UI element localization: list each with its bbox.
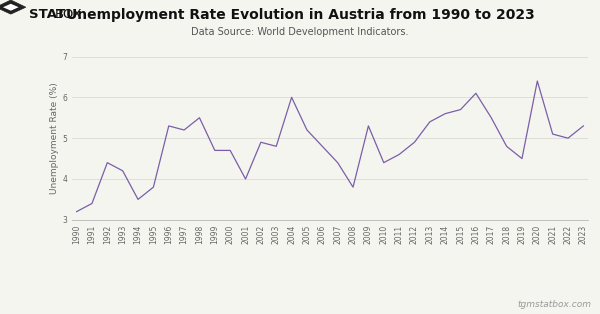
Text: BOX: BOX bbox=[55, 8, 83, 21]
Text: Unemployment Rate Evolution in Austria from 1990 to 2023: Unemployment Rate Evolution in Austria f… bbox=[65, 8, 535, 22]
Y-axis label: Unemployment Rate (%): Unemployment Rate (%) bbox=[50, 82, 59, 194]
Text: Data Source: World Development Indicators.: Data Source: World Development Indicator… bbox=[191, 27, 409, 37]
Text: STAT: STAT bbox=[29, 8, 65, 21]
Text: tgmstatbox.com: tgmstatbox.com bbox=[517, 300, 591, 309]
